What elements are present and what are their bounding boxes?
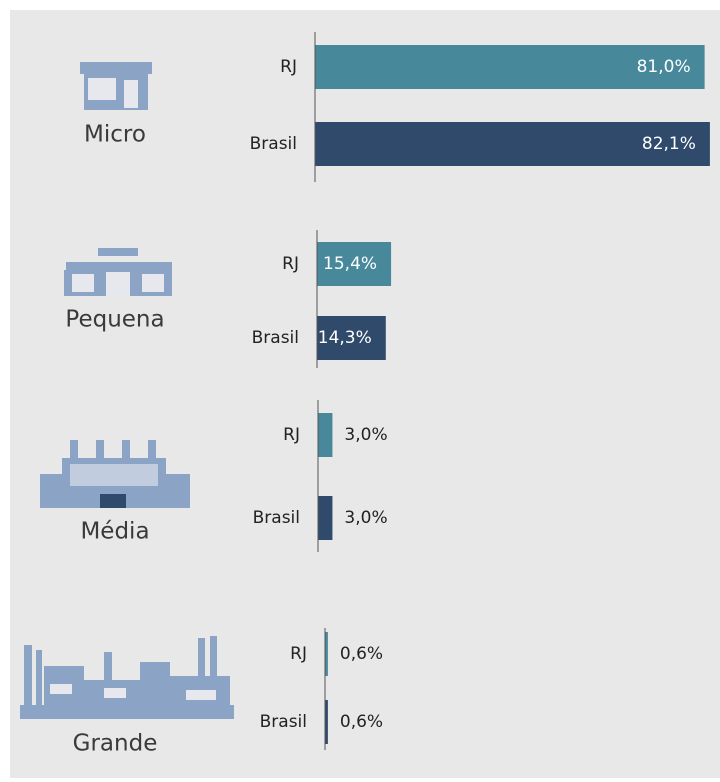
category-label: RJ (280, 57, 297, 77)
chart: Micro RJ 81,0% Brasil 82,1% Pequena RJ 15,4% Bra… (0, 0, 720, 778)
icon-micro (80, 62, 152, 110)
category-label: Brasil (260, 712, 307, 732)
value-label: 15,4% (323, 254, 377, 274)
category-label: RJ (282, 254, 299, 274)
bar (318, 413, 332, 457)
bar (318, 496, 332, 540)
value-label: 0,6% (340, 644, 383, 664)
category-label: RJ (283, 425, 300, 445)
category-label: Brasil (250, 134, 297, 154)
category-label: Brasil (253, 508, 300, 528)
value-label: 3,0% (344, 425, 387, 445)
group-label: Média (80, 519, 149, 545)
group-label: Pequena (65, 307, 164, 333)
group-label: Micro (84, 122, 146, 148)
category-label: Brasil (252, 328, 299, 348)
value-label: 14,3% (318, 328, 372, 348)
value-label: 82,1% (642, 134, 696, 154)
value-label: 3,0% (344, 508, 387, 528)
value-label: 81,0% (637, 57, 691, 77)
value-label: 0,6% (340, 712, 383, 732)
category-label: RJ (290, 644, 307, 664)
group-label: Grande (73, 731, 158, 757)
